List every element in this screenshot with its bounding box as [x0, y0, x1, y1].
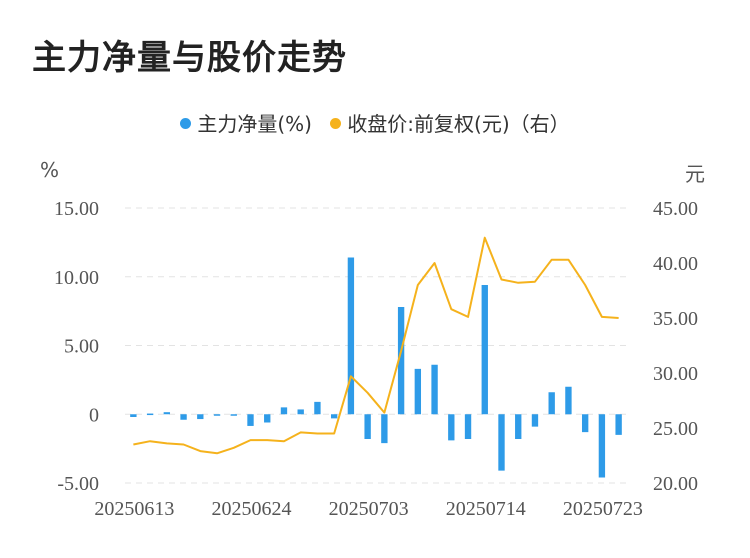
- x-axis-tick-label: 20250624: [212, 498, 292, 520]
- bar-net-volume: [581, 414, 589, 433]
- left-axis-tick-label: 5.00: [64, 336, 99, 358]
- bar-net-volume: [364, 414, 371, 439]
- bar-net-volume: [130, 414, 137, 417]
- x-axis-tick-label: 20250714: [446, 498, 526, 520]
- bar-net-volume: [330, 414, 338, 419]
- legend-item-close-price[interactable]: 收盘价:前复权(元)（右）: [330, 108, 570, 137]
- bar-net-volume: [515, 414, 522, 439]
- left-axis-tick-label: 15.00: [54, 198, 99, 220]
- legend-label-close-price: 收盘价:前复权(元)（右）: [347, 112, 570, 136]
- bar-net-volume: [347, 257, 355, 415]
- bar-net-volume: [414, 368, 422, 415]
- bar-net-volume: [230, 414, 237, 416]
- bar-net-volume: [565, 386, 572, 415]
- x-axis-tick-label: 20250613: [94, 498, 174, 520]
- bar-net-volume: [598, 414, 606, 478]
- right-axis-tick-label: 20.00: [653, 473, 698, 495]
- bar-net-volume: [297, 409, 304, 415]
- right-axis-tick-label: 25.00: [653, 418, 698, 440]
- bar-net-volume: [448, 414, 455, 441]
- bar-net-volume: [180, 414, 187, 420]
- left-axis-tick-label: -5.00: [57, 473, 99, 495]
- bar-net-volume: [280, 407, 288, 415]
- x-axis-tick-label: 20250703: [329, 498, 409, 520]
- right-axis-tick-label: 45.00: [653, 198, 698, 220]
- bar-net-volume: [615, 414, 622, 435]
- right-axis-unit: 元: [685, 162, 705, 186]
- left-axis-unit: %: [40, 158, 60, 182]
- legend-marker-line: [330, 118, 342, 129]
- right-axis-tick-label: 30.00: [653, 363, 698, 385]
- right-axis-tick-label: 40.00: [653, 253, 698, 275]
- bar-net-volume: [548, 392, 555, 415]
- bar-net-volume: [498, 414, 505, 471]
- legend-label-net-volume: 主力净量(%): [197, 112, 312, 136]
- bar-net-volume: [163, 412, 171, 415]
- line-close-price: [133, 236, 619, 455]
- bar-net-volume: [397, 307, 405, 415]
- chart-title: 主力净量与股价走势: [32, 38, 347, 78]
- legend: 主力净量(%) 收盘价:前复权(元)（右）: [0, 108, 750, 137]
- bar-net-volume: [247, 414, 254, 426]
- bar-net-volume: [431, 364, 438, 415]
- legend-item-net-volume[interactable]: 主力净量(%): [180, 108, 312, 137]
- legend-marker-bar: [180, 118, 192, 129]
- bar-net-volume: [531, 414, 539, 427]
- left-axis-tick-label: 10.00: [54, 267, 99, 289]
- bar-net-volume: [146, 413, 154, 416]
- right-axis-tick-label: 35.00: [653, 308, 698, 330]
- bar-net-volume: [264, 414, 271, 423]
- bar-net-volume: [481, 285, 488, 415]
- bar-net-volume: [213, 414, 221, 416]
- bar-net-volume: [197, 414, 204, 420]
- left-axis-tick-label: 0: [89, 404, 99, 426]
- bar-net-volume: [464, 414, 472, 439]
- bar-net-volume: [314, 401, 321, 415]
- x-axis-tick-label: 20250723: [563, 498, 643, 520]
- bar-net-volume: [381, 414, 388, 444]
